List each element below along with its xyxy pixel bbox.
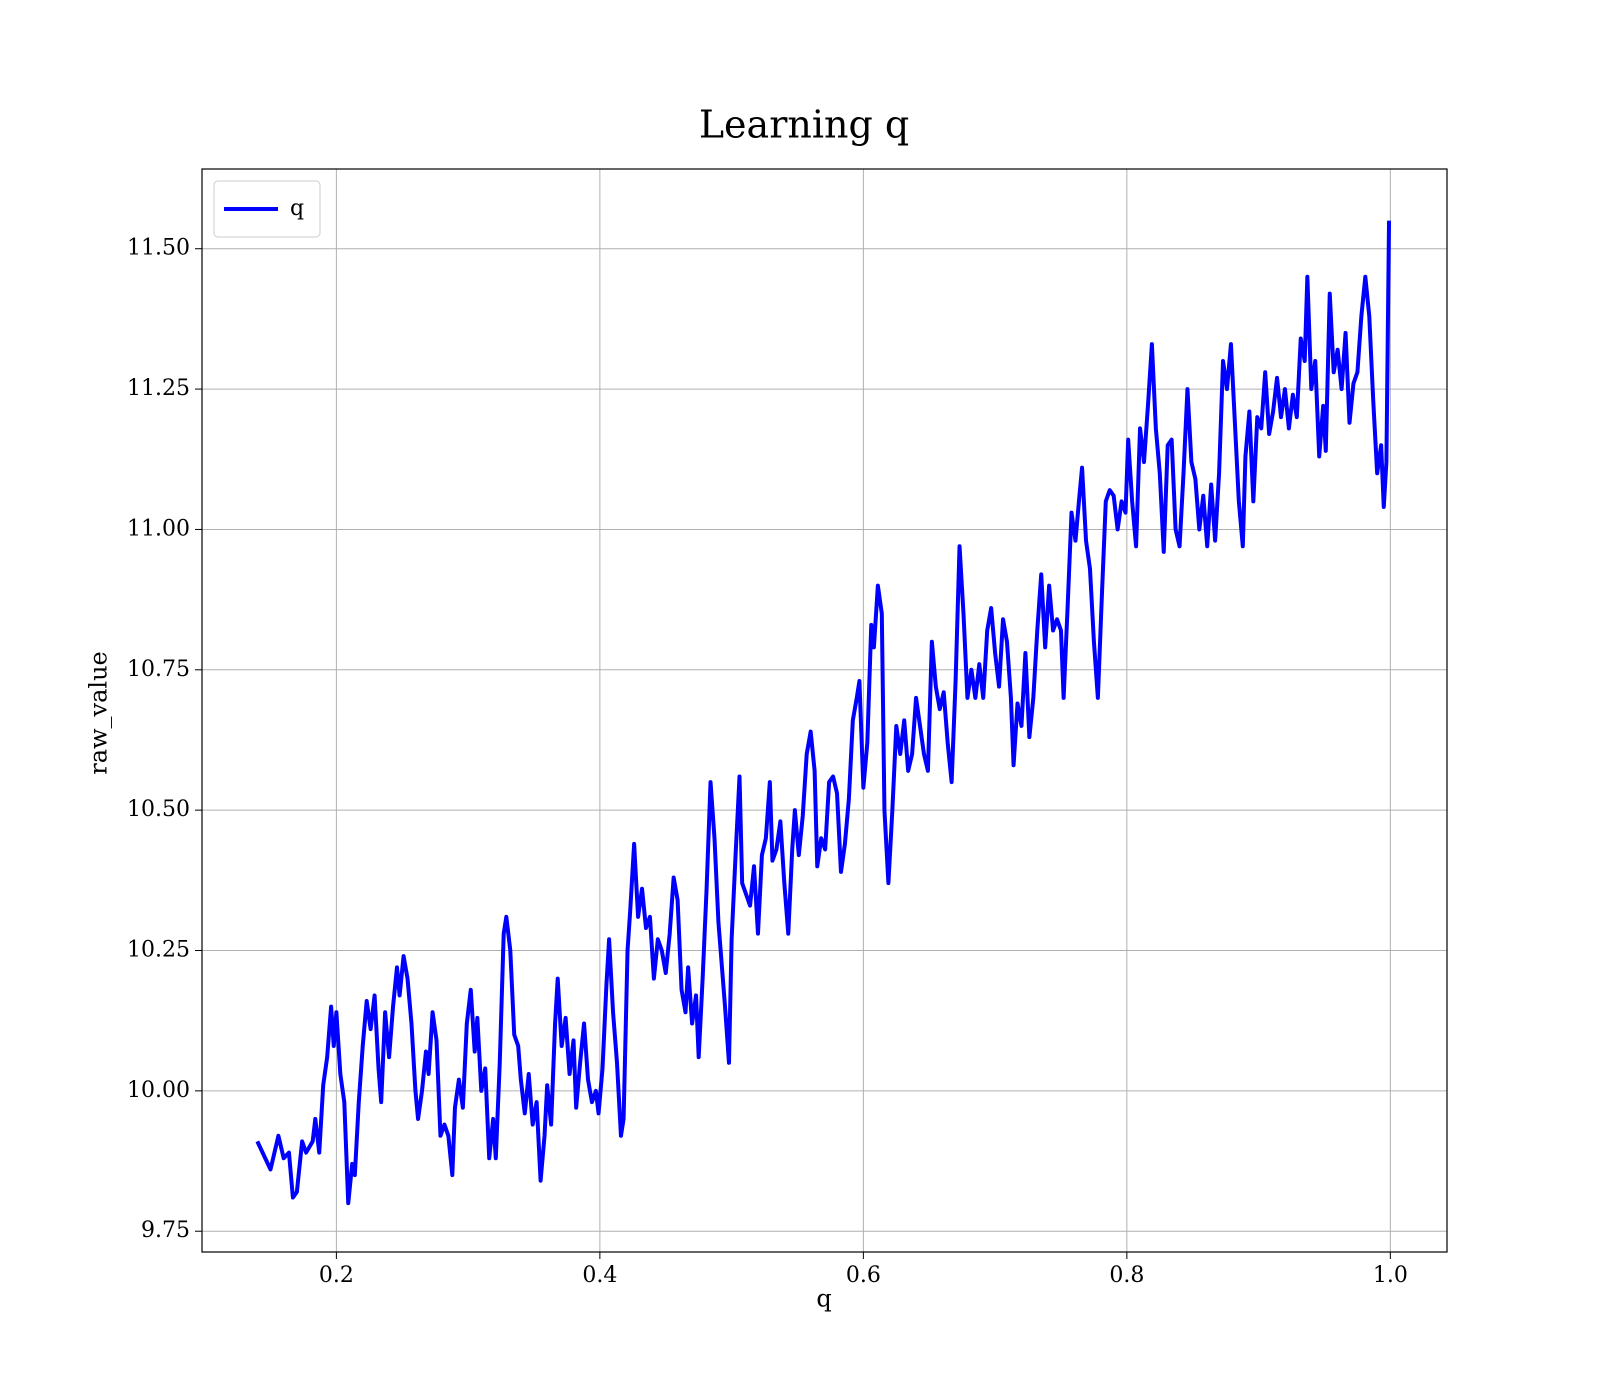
legend-label: q (290, 196, 304, 221)
y-tick-label: 9.75 (141, 1218, 190, 1243)
data-line (255, 220, 1392, 1206)
x-axis-label: q (816, 1285, 831, 1313)
chart-title: Learning q (699, 103, 909, 147)
x-tick-label: 0.6 (846, 1263, 881, 1288)
x-tick-label: 0.2 (319, 1263, 354, 1288)
y-axis-label: raw_value (85, 651, 113, 775)
x-tick-label: 0.8 (1109, 1263, 1144, 1288)
x-tick-label: 0.4 (582, 1263, 617, 1288)
y-tick-label: 11.50 (127, 236, 190, 261)
y-tick-label: 11.00 (127, 516, 190, 541)
plot-frame (201, 168, 1448, 1253)
y-tick-label: 11.25 (127, 376, 190, 401)
y-tick-label: 10.50 (127, 797, 190, 822)
y-tick-label: 10.75 (127, 657, 190, 682)
y-tick-label: 10.00 (127, 1078, 190, 1103)
y-tick-label: 10.25 (127, 938, 190, 963)
x-tick-label: 1.0 (1373, 1263, 1408, 1288)
